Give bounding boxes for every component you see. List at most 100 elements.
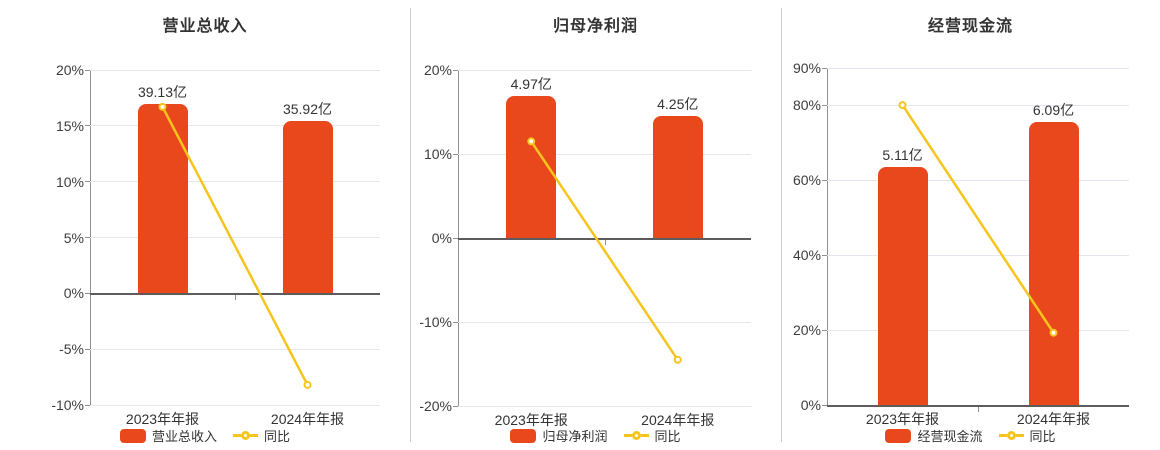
y-axis-label: -20% — [419, 398, 452, 414]
bar-2023年年报[interactable] — [137, 103, 188, 294]
bar-2024年年报[interactable] — [1028, 121, 1079, 405]
yoy-line — [901, 104, 1055, 334]
line-series-glyph — [998, 431, 1024, 440]
gridline — [458, 153, 751, 155]
y-axis-label: 5% — [63, 229, 84, 246]
bar-value-label: 35.92亿 — [282, 101, 333, 118]
gridline — [827, 179, 1129, 181]
yoy-line-chart — [898, 101, 1058, 337]
legend: 归母净利润 同比 — [410, 426, 781, 445]
yoy-point-2023年年报[interactable] — [158, 102, 167, 111]
y-axis-tick — [85, 237, 90, 238]
y-axis-tick — [85, 404, 90, 406]
glyph-line-right — [250, 434, 258, 437]
x-axis-label-2024年年报: 2024年年报 — [641, 412, 715, 428]
y-axis-tick — [85, 69, 90, 71]
gridline — [90, 181, 380, 183]
legend-label: 同比 — [264, 429, 291, 444]
bar-2023年年报[interactable] — [877, 167, 928, 405]
legend-item-同比[interactable]: 同比 — [998, 426, 1056, 445]
y-axis-label: 20% — [792, 322, 821, 339]
legend-item-归母净利润[interactable]: 归母净利润 — [510, 426, 608, 445]
yoy-point-2023年年报[interactable] — [898, 101, 907, 110]
y-axis-tick — [85, 292, 90, 294]
legend-item-营业总收入[interactable]: 营业总收入 — [119, 426, 217, 445]
x-axis-zero-line — [458, 238, 751, 240]
legend-label: 同比 — [1029, 429, 1056, 444]
legend-label: 同比 — [654, 429, 681, 444]
x-axis-zero-line — [827, 405, 1129, 407]
glyph-line-left — [623, 434, 632, 437]
gridline — [90, 404, 380, 406]
y-axis-label: -10% — [419, 314, 452, 330]
x-axis-label-2023年年报: 2023年年报 — [494, 412, 568, 428]
x-axis-label-2024年年报: 2024年年报 — [270, 411, 345, 427]
yoy-line — [161, 106, 309, 386]
panel-divider — [410, 8, 411, 442]
x-axis-label-2023年年报: 2023年年报 — [865, 411, 940, 427]
y-axis-tick — [822, 404, 827, 406]
y-axis-tick — [822, 254, 827, 256]
y-axis-label: 0% — [63, 285, 84, 302]
y-axis-label: 40% — [792, 247, 821, 264]
y-axis-label: 80% — [792, 97, 821, 114]
category-tick — [235, 295, 236, 301]
x-axis-zero-line — [90, 293, 380, 296]
y-axis-tick — [453, 69, 458, 71]
yoy-line — [530, 140, 679, 361]
y-axis-tick — [822, 179, 827, 181]
gridline — [458, 405, 751, 407]
y-axis-label: 10% — [423, 146, 452, 162]
panel-net-profit: 归母净利润 20% 10% 0% -10% -20% 4.97亿 4.25亿 2023年年报 2… — [410, 0, 781, 450]
yoy-point-2024年年报[interactable] — [673, 355, 682, 364]
bar-value-label: 4.97亿 — [510, 76, 552, 93]
chart-title-operating-revenue: 营业总收入 — [162, 18, 248, 35]
yoy-point-2023年年报[interactable] — [527, 137, 536, 146]
x-axis-label-2023年年报: 2023年年报 — [125, 411, 200, 427]
legend: 营业总收入 同比 — [0, 426, 410, 445]
gridline — [827, 254, 1129, 256]
y-axis-line — [827, 68, 828, 405]
legend-item-同比[interactable]: 同比 — [623, 426, 681, 445]
legend-label: 营业总收入 — [151, 429, 217, 444]
legend-label: 经营现金流 — [917, 429, 983, 444]
chart-title-net-profit: 归母净利润 — [552, 18, 638, 35]
bar-series-swatch — [119, 428, 146, 443]
glyph-circle — [1006, 431, 1016, 440]
legend-item-经营现金流[interactable]: 经营现金流 — [885, 426, 983, 445]
bar-value-label: 6.09亿 — [1032, 101, 1075, 118]
yoy-point-2024年年报[interactable] — [303, 380, 312, 389]
gridline — [90, 125, 380, 127]
glyph-circle — [241, 431, 250, 440]
legend: 经营现金流 同比 — [781, 426, 1160, 445]
y-axis-tick — [85, 348, 90, 350]
yoy-line-chart — [527, 137, 682, 364]
y-axis-tick — [453, 153, 458, 155]
yoy-line-chart — [158, 102, 312, 389]
y-axis-tick — [822, 67, 827, 69]
gridline — [827, 329, 1129, 331]
glyph-line-left — [998, 434, 1007, 437]
y-axis-label: 20% — [55, 62, 84, 78]
chart-title-operating-cash-flow: 经营现金流 — [927, 18, 1013, 35]
yoy-point-2024年年报[interactable] — [1049, 328, 1058, 337]
y-axis-tick — [453, 237, 458, 239]
y-axis-tick — [85, 125, 90, 127]
bar-value-label: 39.13亿 — [137, 83, 188, 100]
bar-series-swatch — [885, 428, 912, 443]
bar-2024年年报[interactable] — [282, 121, 333, 294]
gridline — [827, 67, 1129, 69]
gridline — [90, 69, 380, 71]
legend-item-同比[interactable]: 同比 — [233, 426, 290, 445]
bar-2024年年报[interactable] — [652, 116, 703, 238]
line-series-glyph — [233, 431, 258, 440]
y-axis-label: -5% — [59, 341, 84, 358]
x-axis-label-2024年年报: 2024年年报 — [1016, 411, 1091, 427]
category-tick — [978, 407, 979, 412]
y-axis-tick — [822, 104, 827, 106]
y-axis-label: 20% — [423, 62, 452, 78]
y-axis-tick — [453, 405, 458, 407]
y-axis-label: 60% — [792, 172, 821, 189]
y-axis-tick — [85, 181, 90, 183]
